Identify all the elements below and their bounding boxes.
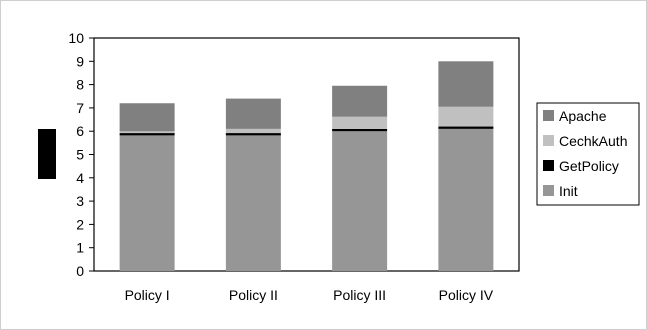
y-tick-label: 7 <box>76 100 84 116</box>
legend-swatch <box>543 185 554 196</box>
y-tick-label: 3 <box>76 193 84 209</box>
bar-segment-cechkauth <box>438 106 494 127</box>
bar-segment-getpolicy <box>119 133 175 136</box>
left-marker-block <box>38 129 56 179</box>
x-tick-label: Policy I <box>125 287 170 303</box>
y-tick-label: 5 <box>76 147 84 163</box>
y-tick-label: 2 <box>76 216 84 232</box>
y-tick-label: 1 <box>76 240 84 256</box>
bar-segment-cechkauth <box>119 130 175 134</box>
bar-segment-cechkauth <box>332 116 388 129</box>
x-tick-label: Policy II <box>229 287 278 303</box>
y-tick-label: 0 <box>76 263 84 279</box>
y-tick-label: 9 <box>76 53 84 69</box>
bar-segment-getpolicy <box>438 126 494 129</box>
x-tick-label: Policy IV <box>439 287 494 303</box>
legend-swatch <box>543 110 554 121</box>
legend-swatch <box>543 160 554 171</box>
legend-label: Apache <box>559 108 607 124</box>
bar-segment-init <box>438 128 494 271</box>
bar-segment-init <box>332 131 388 271</box>
legend-label: CechkAuth <box>559 133 627 149</box>
bar-segment-cechkauth <box>225 128 281 134</box>
y-tick-label: 8 <box>76 77 84 93</box>
y-tick-label: 4 <box>76 170 84 186</box>
bar-segment-apache <box>119 103 175 132</box>
legend-label: Init <box>559 183 578 199</box>
y-tick-label: 6 <box>76 123 84 139</box>
legend-swatch <box>543 135 554 146</box>
bar-segment-apache <box>225 98 281 129</box>
bar-segment-init <box>225 135 281 271</box>
bar-segment-init <box>119 135 175 271</box>
bar-segment-getpolicy <box>332 128 388 132</box>
x-tick-label: Policy III <box>333 287 386 303</box>
y-tick-label: 10 <box>68 30 84 46</box>
bar-segment-apache <box>438 61 494 107</box>
bar-segment-getpolicy <box>225 133 281 136</box>
bar-segment-apache <box>332 85 388 117</box>
legend-label: GetPolicy <box>559 158 619 174</box>
